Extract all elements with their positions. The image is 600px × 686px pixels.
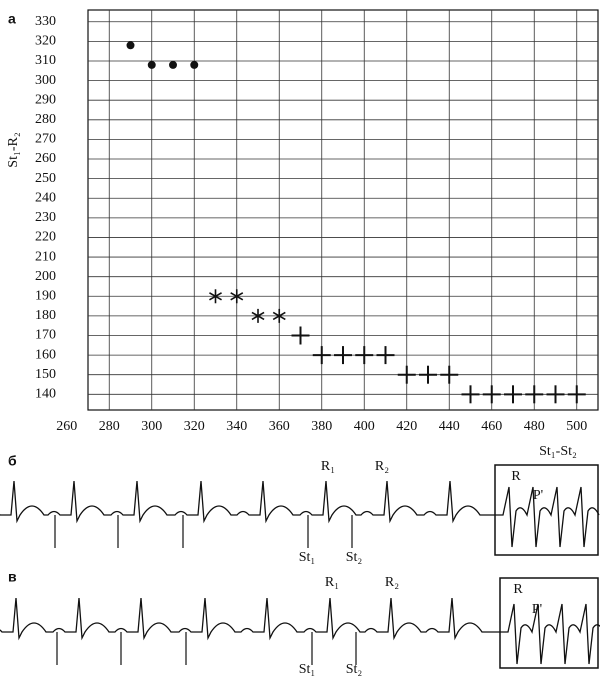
y-tick-label: 260 [35, 151, 56, 166]
x-axis-label: St₁-St₂ [539, 444, 577, 459]
marker-dot [126, 41, 135, 50]
y-tick-label: 280 [35, 112, 56, 127]
inset-box [494, 464, 599, 556]
x-tick-label: 380 [311, 419, 332, 434]
x-tick-label: 360 [269, 419, 290, 434]
x-tick-label: 260 [56, 419, 77, 434]
point [419, 365, 437, 384]
panel-label: а [8, 11, 16, 27]
point [546, 385, 565, 404]
y-tick-label: 300 [35, 73, 56, 88]
point [525, 385, 544, 404]
panel-label: б [8, 453, 17, 469]
point [461, 385, 480, 404]
x-tick-label: 340 [226, 419, 247, 434]
y-tick-label: 220 [35, 230, 56, 245]
y-tick-label: 230 [35, 210, 56, 225]
ecg-trace [0, 480, 600, 548]
annotation: St₁ [299, 550, 316, 565]
point [209, 289, 222, 304]
x-tick-label: 400 [354, 419, 375, 434]
y-tick-label: 160 [35, 347, 56, 362]
y-tick-label: 210 [35, 249, 56, 264]
point [334, 346, 352, 365]
y-tick-label: 270 [35, 132, 56, 147]
y-tick-label: 310 [35, 53, 56, 68]
marker-stroke [209, 292, 222, 301]
annotation: R₂ [385, 575, 399, 590]
annotation: P' [533, 488, 543, 503]
y-tick-label: 200 [35, 269, 56, 284]
annotation: R [511, 469, 521, 484]
plot-frame [87, 9, 599, 411]
x-tick-label: 320 [184, 419, 205, 434]
y-tick-label: 240 [35, 190, 56, 205]
point [312, 346, 331, 365]
marker-stroke [272, 311, 286, 321]
point [567, 385, 586, 404]
x-tick-label: 440 [439, 419, 460, 434]
y-tick-label: 250 [35, 171, 56, 186]
point [251, 308, 265, 323]
annotation: R₂ [375, 459, 389, 474]
x-tick-label: 420 [396, 419, 417, 434]
ecg-trace [0, 597, 600, 665]
y-tick-label: 140 [35, 387, 56, 402]
annotation: R₁ [325, 575, 339, 590]
marker-stroke [230, 292, 244, 301]
annotation: St₁ [299, 662, 316, 677]
x-tick-label: 300 [141, 419, 162, 434]
x-tick-label: 460 [481, 419, 502, 434]
marker-dot [147, 60, 156, 69]
point [126, 41, 135, 50]
inset-box [499, 577, 599, 669]
point [291, 326, 310, 345]
y-tick-label: 180 [35, 308, 56, 323]
point [355, 346, 374, 365]
marker-dot [169, 60, 177, 69]
y-tick-label: 150 [35, 367, 56, 382]
y-tick-label: 320 [35, 34, 56, 49]
point [440, 365, 459, 384]
point [376, 346, 395, 365]
y-axis-label: St₁-R₂ [6, 132, 21, 168]
annotation: St₂ [346, 550, 363, 565]
point [190, 60, 199, 69]
point [482, 385, 501, 404]
y-tick-label: 170 [35, 328, 56, 343]
annotation: R₁ [321, 459, 335, 474]
point [504, 385, 522, 404]
y-tick-label: 190 [35, 288, 56, 303]
x-tick-label: 280 [99, 419, 120, 434]
annotation: R [513, 582, 523, 597]
panel-label: в [8, 569, 17, 585]
point [272, 308, 286, 323]
x-tick-label: 500 [566, 419, 587, 434]
point [397, 365, 416, 384]
x-tick-label: 480 [524, 419, 545, 434]
y-tick-label: 330 [35, 14, 56, 29]
point [169, 60, 177, 69]
annotation: St₂ [346, 662, 363, 677]
marker-dot [190, 60, 199, 69]
y-tick-label: 290 [35, 92, 56, 107]
point [147, 60, 156, 69]
marker-stroke [251, 311, 265, 321]
point [230, 289, 244, 304]
